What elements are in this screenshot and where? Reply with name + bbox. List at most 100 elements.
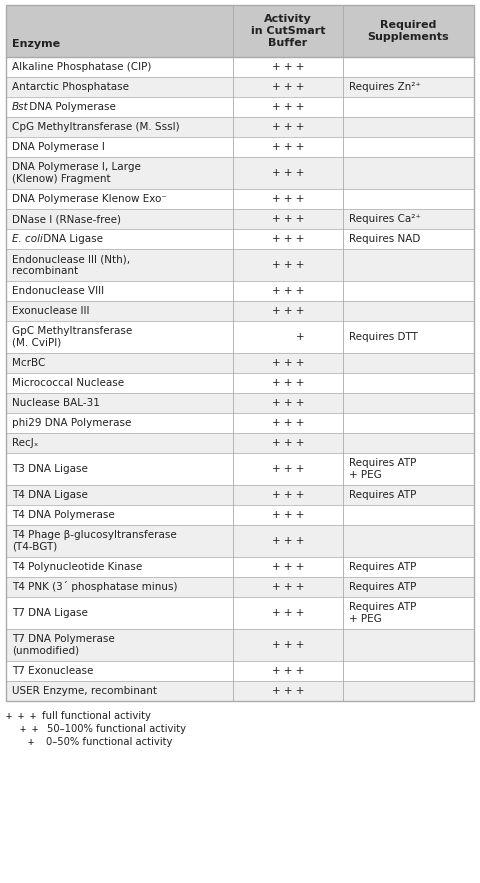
Bar — [6, 97, 474, 117]
Text: +: + — [28, 737, 34, 747]
Text: RecJₓ: RecJₓ — [12, 438, 38, 448]
Text: T3 DNA Ligase: T3 DNA Ligase — [12, 464, 88, 474]
Text: + +: + + — [20, 724, 38, 734]
Bar — [6, 557, 474, 577]
Text: T7 DNA Polymerase: T7 DNA Polymerase — [12, 634, 115, 645]
Text: DNA Polymerase Klenow Exo⁻: DNA Polymerase Klenow Exo⁻ — [12, 194, 167, 204]
Bar — [6, 413, 474, 433]
Bar — [6, 485, 474, 505]
Text: Endonuclease III (Nth),: Endonuclease III (Nth), — [12, 254, 130, 264]
Text: Requires ATP: Requires ATP — [349, 490, 416, 500]
Text: T4 PNK (3´ phosphatase minus): T4 PNK (3´ phosphatase minus) — [12, 582, 178, 592]
Text: Nuclease BAL-31: Nuclease BAL-31 — [12, 398, 100, 408]
Text: DNase I (RNase-free): DNase I (RNase-free) — [12, 214, 121, 224]
Text: Exonuclease III: Exonuclease III — [12, 306, 89, 316]
Text: + PEG: + PEG — [349, 614, 382, 623]
Bar — [6, 5, 474, 701]
Text: Requires NAD: Requires NAD — [349, 234, 420, 244]
Text: + + +: + + + — [272, 536, 304, 546]
Bar — [6, 209, 474, 229]
Text: Requires Ca²⁺: Requires Ca²⁺ — [349, 214, 421, 224]
Text: USER Enzyme, recombinant: USER Enzyme, recombinant — [12, 686, 157, 696]
Bar — [6, 525, 474, 557]
Text: DNA Polymerase I, Large: DNA Polymerase I, Large — [12, 162, 141, 172]
Text: + + +: + + + — [272, 378, 304, 388]
Bar — [6, 57, 474, 77]
Bar — [6, 661, 474, 681]
Text: + + +: + + + — [272, 286, 304, 296]
Text: 50–100% functional activity: 50–100% functional activity — [47, 724, 186, 734]
Text: Micrococcal Nuclease: Micrococcal Nuclease — [12, 378, 124, 388]
Bar — [6, 393, 474, 413]
Text: + + +: + + + — [272, 168, 304, 178]
Bar — [6, 249, 474, 281]
Text: Requires ATP: Requires ATP — [349, 458, 416, 468]
Text: + + +: + + + — [272, 608, 304, 618]
Text: (M. CviPI): (M. CviPI) — [12, 338, 61, 348]
Text: full functional activity: full functional activity — [42, 711, 151, 721]
Text: recombinant: recombinant — [12, 266, 78, 275]
Text: DNA Ligase: DNA Ligase — [40, 234, 103, 244]
Text: + + +: + + + — [272, 398, 304, 408]
Bar — [6, 433, 474, 453]
Text: T7 DNA Ligase: T7 DNA Ligase — [12, 608, 88, 618]
Bar — [6, 597, 474, 629]
Text: + + +: + + + — [272, 234, 304, 244]
Text: Enzyme: Enzyme — [12, 39, 60, 49]
Text: + + +: + + + — [272, 582, 304, 592]
Text: + + +: + + + — [272, 122, 304, 132]
Text: + + +: + + + — [272, 142, 304, 152]
Text: + + +: + + + — [272, 102, 304, 112]
Text: CpG Methyltransferase (M. SssI): CpG Methyltransferase (M. SssI) — [12, 122, 180, 132]
Text: + + +: + + + — [272, 62, 304, 72]
Text: + + +: + + + — [272, 438, 304, 448]
Text: T7 Exonuclease: T7 Exonuclease — [12, 666, 94, 676]
Text: + + +: + + + — [272, 686, 304, 696]
Text: + + +: + + + — [272, 464, 304, 474]
Text: (Klenow) Fragment: (Klenow) Fragment — [12, 174, 110, 184]
Text: Requires ATP: Requires ATP — [349, 602, 416, 612]
Text: E. coli: E. coli — [12, 234, 43, 244]
Text: GpC Methyltransferase: GpC Methyltransferase — [12, 326, 132, 336]
Text: + PEG: + PEG — [349, 470, 382, 479]
Bar — [6, 577, 474, 597]
Text: DNA Polymerase I: DNA Polymerase I — [12, 142, 105, 152]
Text: McrBC: McrBC — [12, 358, 46, 368]
Text: Activity
in CutSmart
Buffer: Activity in CutSmart Buffer — [251, 13, 325, 49]
Text: T4 Polynucleotide Kinase: T4 Polynucleotide Kinase — [12, 562, 142, 572]
Text: DNA Polymerase: DNA Polymerase — [26, 102, 116, 112]
Text: T4 Phage β-glucosyltransferase: T4 Phage β-glucosyltransferase — [12, 530, 177, 540]
Text: (unmodified): (unmodified) — [12, 645, 79, 656]
Text: (T4-BGT): (T4-BGT) — [12, 542, 57, 552]
Text: + + +: + + + — [272, 306, 304, 316]
Text: + + +: + + + — [272, 418, 304, 428]
Bar — [6, 281, 474, 301]
Text: + + +: + + + — [272, 260, 304, 270]
Text: + + +: + + + — [272, 490, 304, 500]
Text: T4 DNA Polymerase: T4 DNA Polymerase — [12, 510, 115, 520]
Bar — [6, 137, 474, 157]
Text: Bst: Bst — [12, 102, 29, 112]
Text: Required
Supplements: Required Supplements — [368, 19, 449, 42]
Bar — [6, 505, 474, 525]
Bar — [6, 77, 474, 97]
Bar — [6, 5, 474, 57]
Text: + + +: + + + — [272, 640, 304, 650]
Bar — [6, 189, 474, 209]
Bar — [6, 353, 474, 373]
Text: + + +: + + + — [272, 510, 304, 520]
Text: phi29 DNA Polymerase: phi29 DNA Polymerase — [12, 418, 132, 428]
Text: Alkaline Phosphatase (CIP): Alkaline Phosphatase (CIP) — [12, 62, 151, 72]
Text: + + +: + + + — [272, 562, 304, 572]
Text: + + +: + + + — [272, 358, 304, 368]
Text: Antarctic Phosphatase: Antarctic Phosphatase — [12, 82, 129, 92]
Text: 0–50% functional activity: 0–50% functional activity — [46, 737, 172, 747]
Text: T4 DNA Ligase: T4 DNA Ligase — [12, 490, 88, 500]
Text: + + +: + + + — [272, 82, 304, 92]
Bar — [6, 117, 474, 137]
Text: Requires DTT: Requires DTT — [349, 332, 418, 342]
Bar — [6, 681, 474, 701]
Text: + + +: + + + — [272, 666, 304, 676]
Text: + + +: + + + — [272, 214, 304, 224]
Text: Endonuclease VIII: Endonuclease VIII — [12, 286, 104, 296]
